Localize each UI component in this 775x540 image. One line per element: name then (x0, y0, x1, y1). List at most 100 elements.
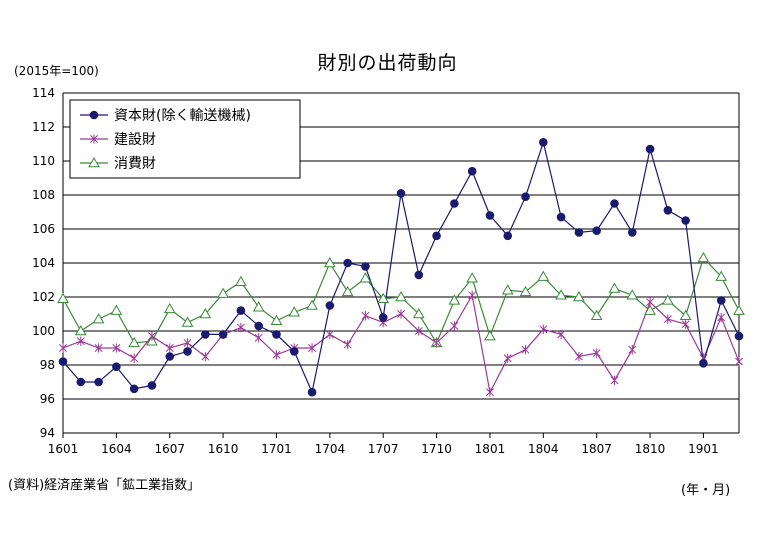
x-tick-label: 1801 (475, 442, 506, 456)
data-point-series-1 (325, 301, 335, 310)
data-point-series-3 (537, 270, 550, 281)
data-point-series-3 (466, 272, 479, 283)
data-point-series-2 (397, 309, 405, 319)
data-point-series-2 (308, 343, 317, 353)
data-point-series-3 (341, 285, 354, 297)
data-point-series-1 (539, 138, 548, 147)
data-point-series-2 (343, 339, 352, 350)
data-point-series-1 (734, 331, 744, 341)
data-point-series-1 (58, 357, 68, 366)
y-tick-label: 110 (32, 154, 55, 168)
data-point-series-3 (217, 287, 229, 298)
x-tick-label: 1710 (421, 442, 452, 456)
data-point-series-3 (92, 313, 105, 324)
data-point-series-1 (521, 192, 530, 201)
data-point-series-2 (681, 319, 690, 329)
data-point-series-1 (165, 352, 175, 361)
data-point-series-2 (735, 356, 743, 367)
source-note: (資料)経済産業省「鉱工業指数」 (8, 478, 201, 493)
data-point-series-2 (646, 297, 655, 307)
x-tick-label: 1701 (261, 442, 292, 456)
data-point-series-1 (467, 166, 477, 176)
unit-label: (2015年=100) (14, 64, 99, 78)
data-point-series-2 (165, 343, 174, 353)
data-point-series-2 (76, 336, 85, 346)
data-point-series-1 (556, 212, 566, 222)
data-point-series-3 (412, 307, 425, 319)
data-point-series-3 (448, 294, 461, 305)
data-point-series-2 (112, 343, 121, 353)
data-point-series-3 (661, 294, 674, 305)
data-point-series-1 (129, 384, 139, 394)
data-point-series-1 (414, 270, 424, 280)
data-point-series-3 (181, 316, 194, 327)
legend-marker (90, 134, 98, 144)
data-point-series-3 (679, 309, 692, 320)
data-point-series-1 (147, 381, 157, 390)
x-tick-label: 1807 (581, 442, 612, 456)
data-point-series-3 (555, 289, 567, 300)
data-point-series-2 (147, 331, 156, 341)
data-point-series-2 (628, 345, 637, 355)
x-tick-label: 1610 (208, 442, 239, 456)
data-point-series-3 (74, 324, 87, 336)
data-point-series-1 (201, 330, 210, 339)
data-point-series-2 (574, 351, 583, 362)
y-tick-label: 102 (32, 290, 55, 304)
y-tick-label: 114 (32, 86, 55, 100)
data-point-series-2 (539, 324, 548, 334)
data-point-series-3 (270, 314, 283, 326)
data-point-series-2 (59, 343, 67, 353)
data-point-series-1 (450, 199, 459, 208)
x-tick-label: 1707 (368, 442, 399, 456)
data-point-series-1 (627, 228, 637, 237)
chart-title: 財別の出荷動向 (317, 52, 458, 74)
data-point-series-1 (254, 321, 263, 331)
legend-label: 消費財 (114, 156, 156, 172)
data-point-series-3 (359, 272, 372, 283)
y-tick-label: 96 (40, 392, 55, 406)
data-point-series-2 (414, 326, 423, 336)
legend-box (69, 99, 301, 179)
data-point-series-2 (272, 350, 281, 360)
data-point-series-2 (183, 338, 192, 348)
x-axis-label: (年・月) (681, 483, 731, 498)
data-point-series-3 (235, 275, 247, 286)
y-tick-label: 108 (32, 188, 55, 202)
data-point-series-3 (395, 290, 407, 302)
data-point-series-3 (626, 289, 639, 300)
data-point-series-2 (236, 322, 245, 333)
data-point-series-1 (574, 228, 584, 237)
data-point-series-1 (218, 330, 228, 339)
y-tick-label: 104 (32, 256, 55, 270)
data-point-series-1 (503, 231, 513, 241)
data-point-series-1 (183, 347, 192, 356)
legend-label: 資本財(除く輸送機械) (114, 108, 251, 124)
data-point-series-3 (199, 307, 212, 319)
x-tick-label: 1704 (315, 442, 346, 456)
x-tick-label: 1901 (688, 442, 719, 456)
data-point-series-2 (521, 345, 530, 355)
data-point-series-2 (468, 290, 477, 300)
data-point-series-2 (592, 348, 601, 358)
y-tick-label: 112 (32, 120, 55, 134)
y-tick-label: 106 (32, 222, 55, 236)
data-point-series-1 (236, 306, 246, 315)
data-point-series-3 (644, 304, 656, 315)
data-point-series-3 (110, 304, 123, 315)
x-tick-label: 1804 (528, 442, 559, 456)
data-point-series-2 (201, 351, 210, 362)
data-point-series-3 (252, 301, 265, 312)
data-point-series-2 (663, 314, 672, 324)
data-point-series-1 (645, 144, 655, 154)
data-point-series-3 (715, 270, 728, 281)
data-point-series-2 (432, 338, 441, 348)
data-point-series-1 (272, 330, 281, 339)
data-point-series-1 (699, 359, 708, 368)
y-tick-label: 100 (32, 324, 55, 338)
data-point-series-3 (288, 306, 301, 317)
data-point-series-1 (432, 231, 441, 241)
data-point-series-3 (590, 309, 603, 320)
data-point-series-3 (608, 282, 621, 293)
